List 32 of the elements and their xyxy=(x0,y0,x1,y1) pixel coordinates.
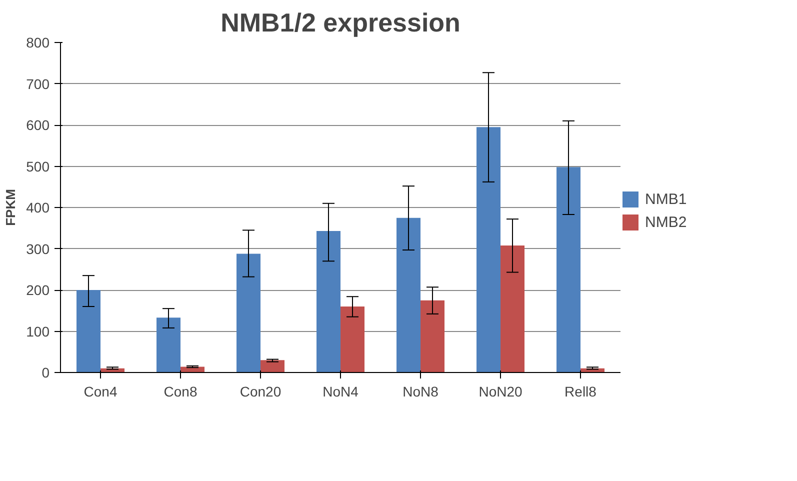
legend-label: NMB2 xyxy=(645,214,687,230)
bar xyxy=(340,306,364,372)
x-tick-label: NoN4 xyxy=(322,384,359,400)
bar xyxy=(76,290,100,372)
bar xyxy=(156,318,180,372)
y-tick-label: 400 xyxy=(26,200,50,216)
y-axis-title: FPKM xyxy=(3,189,18,226)
x-tick-label: NoN20 xyxy=(478,384,523,400)
chart-title: NMB1/2 expression xyxy=(220,8,460,38)
x-tick-label: Con20 xyxy=(240,384,282,400)
bar xyxy=(500,245,524,372)
bar xyxy=(396,218,420,372)
y-tick-label: 200 xyxy=(26,282,50,298)
y-tick-label: 600 xyxy=(26,117,50,133)
bar xyxy=(180,366,204,372)
x-tick-label: Rell8 xyxy=(564,384,597,400)
y-tick-label: 800 xyxy=(26,34,50,50)
bar xyxy=(476,127,500,372)
bar xyxy=(556,167,580,372)
x-tick-label: Con8 xyxy=(164,384,198,400)
x-tick-label: NoN8 xyxy=(402,384,439,400)
y-tick-label: 700 xyxy=(26,76,50,92)
y-tick-label: 0 xyxy=(42,364,50,380)
bar xyxy=(420,300,444,372)
y-tick-label: 300 xyxy=(26,240,50,257)
y-tick-label: 100 xyxy=(26,323,50,340)
bar xyxy=(316,231,340,372)
y-tick-label: 500 xyxy=(26,158,50,174)
bar xyxy=(260,360,284,372)
bar xyxy=(236,254,260,372)
x-tick-label: Con4 xyxy=(84,384,118,400)
legend-label: NMB1 xyxy=(645,190,687,208)
